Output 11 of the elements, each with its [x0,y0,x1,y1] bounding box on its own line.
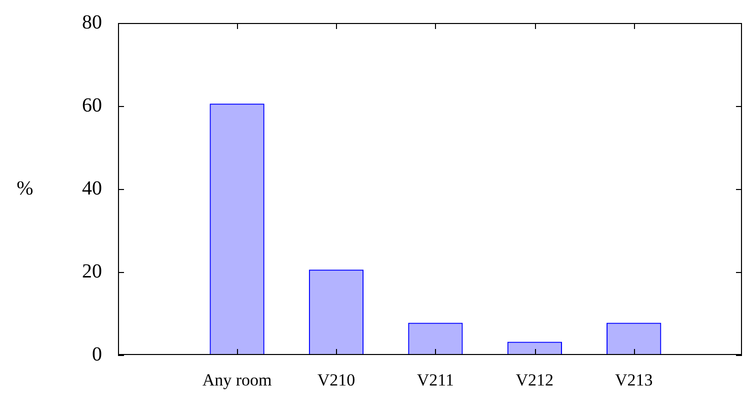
y-tick-label: 0 [92,343,102,366]
x-tick-label: V213 [614,370,653,390]
x-tick-label: V212 [516,370,554,390]
x-tick-label: Any room [202,370,272,390]
y-tick-label: 80 [82,11,102,34]
y-tick-label: 60 [82,94,102,116]
x-tick-label: V211 [416,370,454,390]
x-tick-label: V210 [317,370,356,390]
y-tick-label: 20 [82,260,102,282]
y-axis-title: % [16,177,34,200]
y-tick-label: 40 [82,177,102,200]
